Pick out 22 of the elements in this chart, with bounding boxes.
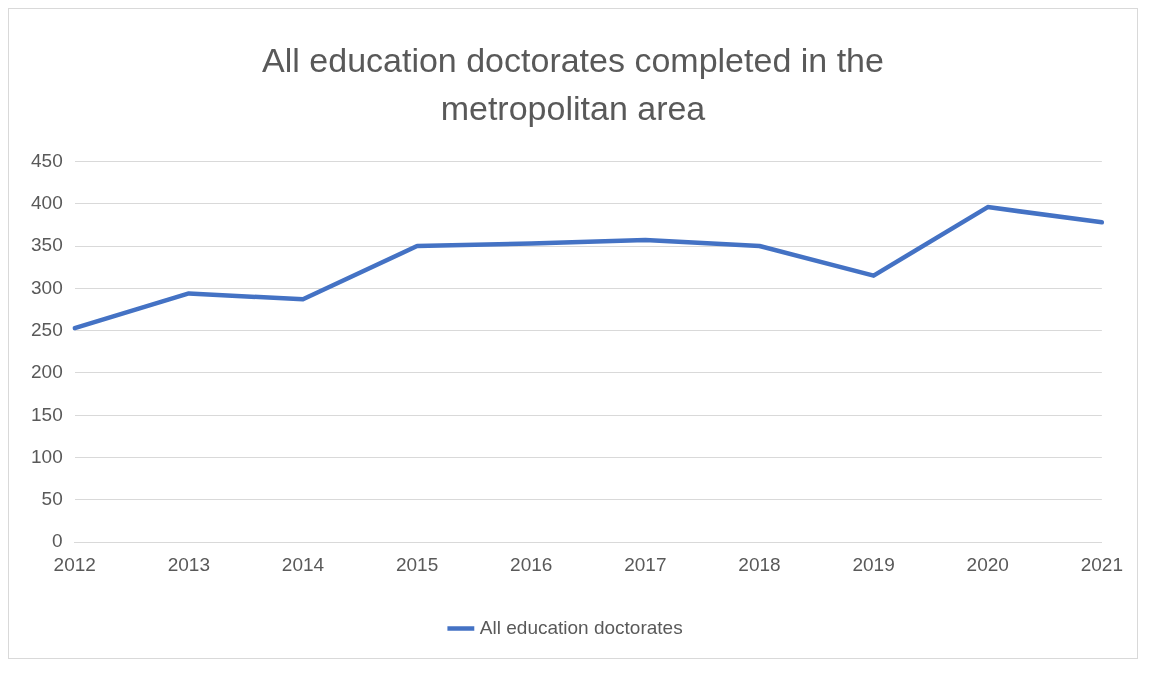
x-tick-label: 2018: [738, 554, 781, 576]
y-tick-label: 0: [52, 530, 63, 552]
x-tick-label: 2015: [395, 554, 439, 576]
x-tick-label: 2014: [281, 554, 325, 576]
y-tick-label: 300: [31, 276, 63, 298]
x-tick-label: 2012: [53, 554, 96, 576]
x-tick-label: 2021: [1080, 554, 1124, 576]
x-tick-label: 2020: [966, 554, 1009, 576]
legend-label: All education doctorates: [479, 616, 683, 638]
x-tick-label: 2019: [852, 554, 895, 576]
chart-title: All education doctorates completed in the metropolitan area: [261, 40, 885, 129]
y-tick-label: 350: [31, 234, 63, 256]
y-tick-label: 450: [31, 149, 63, 171]
x-tick-label: 2017: [624, 554, 667, 576]
x-tick-label: 2013: [167, 554, 210, 576]
y-tick-label: 200: [31, 361, 63, 383]
y-tick-label: 100: [31, 446, 63, 467]
y-tick-label: 400: [31, 192, 63, 214]
y-tick-label: 150: [31, 403, 63, 425]
x-tick-label: 2016: [510, 554, 553, 576]
y-tick-label: 50: [41, 488, 63, 510]
y-tick-label: 250: [31, 319, 63, 341]
